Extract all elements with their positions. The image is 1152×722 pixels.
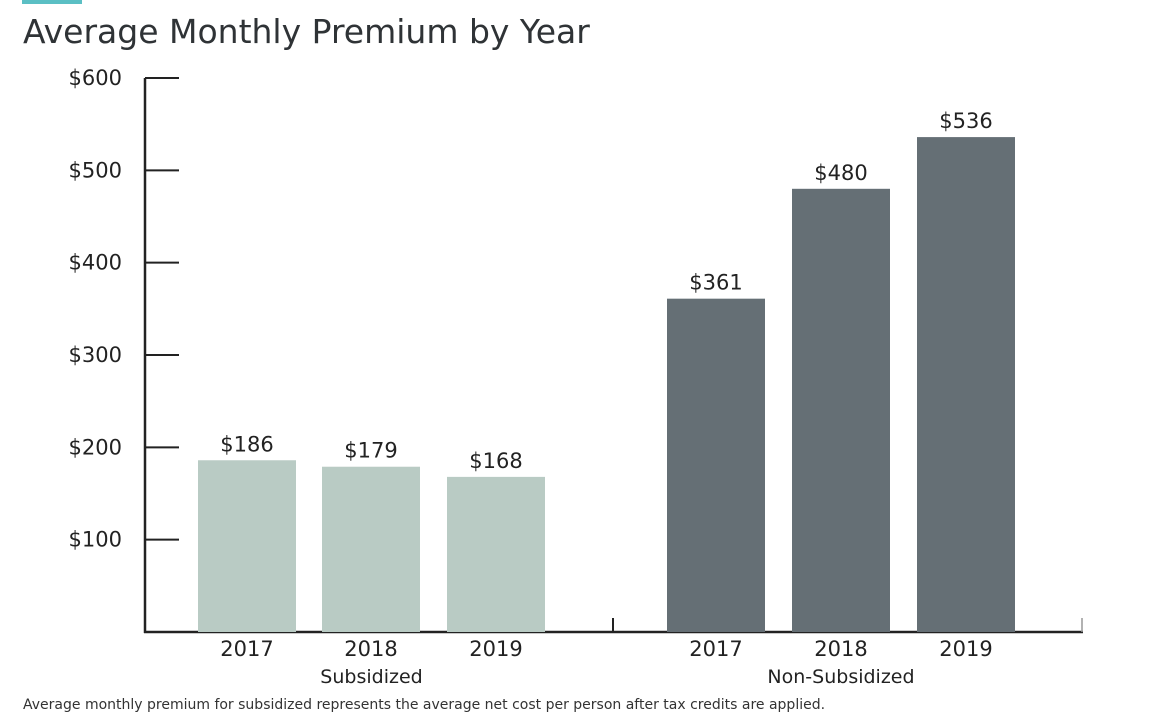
group-label: Subsidized	[320, 666, 422, 688]
chart-title: Average Monthly Premium by Year	[23, 12, 590, 51]
bar-non-subsidized-2018	[792, 188, 890, 633]
y-tick-label: $200	[69, 435, 122, 459]
data-label: $168	[469, 449, 522, 473]
x-tick-label: 2017	[220, 637, 273, 661]
y-tick-label: $500	[69, 158, 122, 182]
x-tick-label: 2018	[344, 637, 397, 661]
bar-subsidized-2017	[198, 460, 296, 632]
bar-non-subsidized-2019	[917, 137, 1015, 633]
bar-non-subsidized-2017	[667, 298, 765, 632]
accent-bar	[22, 0, 82, 4]
group-label: Non-Subsidized	[767, 666, 914, 688]
y-tick-label: $300	[69, 343, 122, 367]
data-label: $361	[689, 271, 742, 295]
data-label: $536	[939, 109, 992, 133]
data-label: $179	[344, 439, 397, 463]
y-tick-label: $600	[69, 66, 122, 90]
x-tick-label: 2018	[814, 637, 867, 661]
bar-subsidized-2018	[322, 466, 420, 632]
y-tick-label: $100	[69, 528, 122, 552]
footnote: Average monthly premium for subsidized r…	[23, 697, 826, 713]
x-tick-label: 2017	[689, 637, 742, 661]
data-label: $186	[220, 432, 273, 456]
bar-subsidized-2019	[447, 476, 545, 632]
x-tick-label: 2019	[939, 637, 992, 661]
x-tick-label: 2019	[469, 637, 522, 661]
y-tick-label: $400	[69, 251, 122, 275]
data-label: $480	[814, 161, 867, 185]
